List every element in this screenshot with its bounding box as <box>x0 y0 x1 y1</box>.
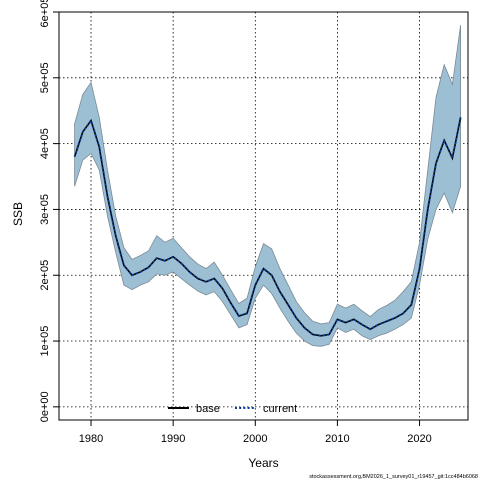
y-tick-label-5: 5e+05 <box>39 62 51 93</box>
x-tick-label-2020: 2020 <box>407 433 431 445</box>
y-axis: 0e+00 1e+05 2e+05 3e+05 4e+05 5e+05 6e+05 <box>39 0 59 422</box>
watermark-text: stockassessment.org,BM2026_1_survey01_r1… <box>309 474 478 480</box>
legend-label-base: base <box>196 403 220 415</box>
x-axis-title: Years <box>248 456 278 470</box>
legend: base current <box>168 403 297 415</box>
x-tick-label-1980: 1980 <box>79 433 103 445</box>
x-tick-label-1990: 1990 <box>161 433 185 445</box>
x-tick-label-2010: 2010 <box>325 433 349 445</box>
y-tick-label-4: 4e+05 <box>39 128 51 159</box>
legend-label-current: current <box>263 403 297 415</box>
y-tick-label-2: 2e+05 <box>39 260 51 291</box>
y-tick-label-6: 6e+05 <box>39 0 51 27</box>
y-tick-label-0: 0e+00 <box>39 391 51 422</box>
x-axis: 1980 1990 2000 2010 2020 <box>79 419 432 445</box>
x-tick-label-2000: 2000 <box>243 433 267 445</box>
y-axis-title: SSB <box>11 202 25 226</box>
confidence-band <box>74 25 462 347</box>
y-tick-label-1: 1e+05 <box>39 326 51 357</box>
series-line-current <box>73 117 462 337</box>
y-tick-label-3: 3e+05 <box>39 194 51 225</box>
